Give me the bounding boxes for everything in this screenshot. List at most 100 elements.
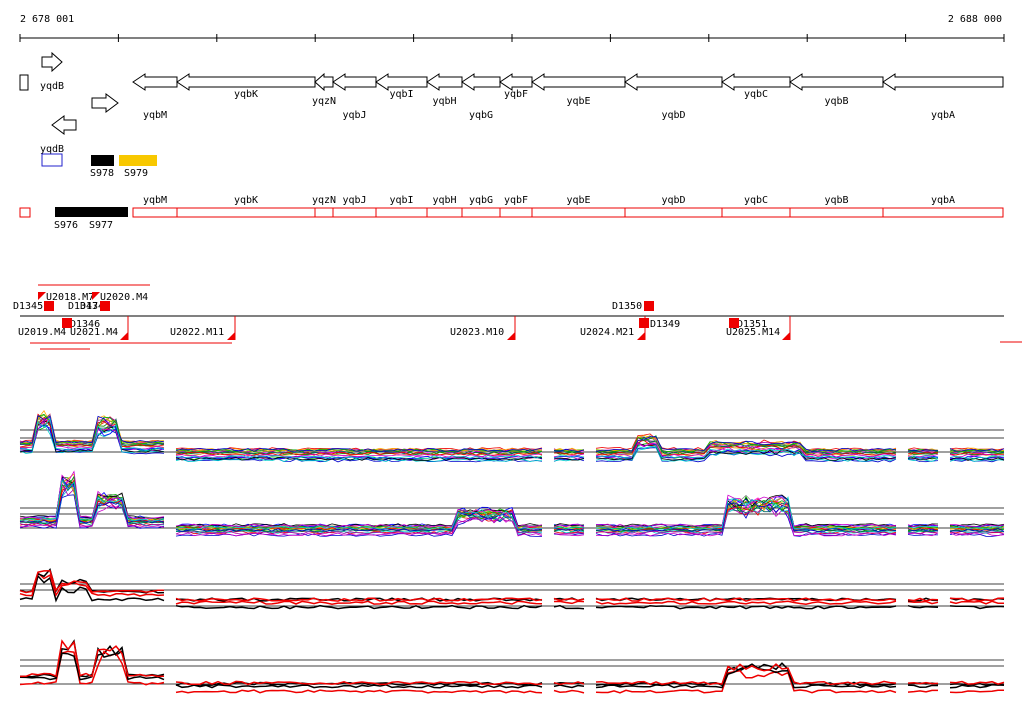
- segment-label: D1351: [737, 319, 767, 330]
- gene-label: yqbG: [469, 110, 493, 121]
- operon-box: [461, 207, 501, 218]
- gene-arrow: [461, 73, 501, 91]
- track-line: [19, 414, 1005, 453]
- operon-label: yqbF: [504, 195, 528, 206]
- operon-label: yqbK: [234, 195, 258, 206]
- gene-label: yqdB: [40, 81, 64, 92]
- operon-label: yqbB: [824, 195, 848, 206]
- feature: [91, 155, 114, 166]
- gene-label: yqbM: [143, 110, 167, 121]
- track-line: [19, 479, 1005, 531]
- segment-label: D1345: [13, 301, 43, 312]
- track-line: [19, 639, 1005, 686]
- feature-label: S976: [54, 220, 78, 231]
- operon-box: [789, 207, 884, 218]
- gene-arrow: [499, 73, 533, 91]
- ruler-ticks: [19, 34, 1005, 42]
- segment-flag: [120, 332, 128, 340]
- segment-box: [729, 318, 739, 328]
- operon-label: yqzN: [312, 195, 336, 206]
- gene-label: yqbK: [234, 89, 258, 100]
- expression-tracks: [19, 409, 1005, 694]
- segment-label: D1346: [70, 319, 100, 330]
- track-line: [19, 478, 1005, 531]
- operon-box: [375, 207, 428, 218]
- track-line: [19, 482, 1005, 535]
- gene-label: yqbE: [566, 96, 590, 107]
- gene-arrow: [624, 73, 723, 91]
- gene-arrow: [332, 73, 377, 91]
- feature-label: S979: [124, 168, 148, 179]
- gene-box: [19, 74, 29, 91]
- gene-label: yqbF: [504, 89, 528, 100]
- gene-arrow: [375, 73, 428, 91]
- segment-label: D1348: [80, 301, 110, 312]
- segment-label: U2018.M7: [46, 292, 94, 303]
- segment-flag: [507, 332, 515, 340]
- gene-label: yqbA: [931, 110, 955, 121]
- operon-label: yqbG: [469, 195, 493, 206]
- segment-label: D1350: [612, 301, 642, 312]
- operon-box: [531, 207, 626, 218]
- segment-box: [100, 301, 110, 311]
- gene-label: yqbJ: [342, 110, 366, 121]
- track-line: [19, 574, 1005, 610]
- segment-label: U2019.M4: [18, 327, 66, 338]
- operon-box: [426, 207, 463, 218]
- track-line: [19, 414, 1005, 453]
- segment-label: U2021.M4: [70, 327, 118, 338]
- operon-box: [721, 207, 791, 218]
- operon-label: yqbM: [143, 195, 167, 206]
- feature-label: S977: [89, 220, 113, 231]
- segment-label: U2022.M11: [170, 327, 224, 338]
- track-line: [19, 415, 1005, 452]
- segment-label: D1347: [68, 301, 98, 312]
- track-line: [19, 409, 1005, 452]
- track-line: [19, 413, 1005, 453]
- track-line: [19, 416, 1004, 456]
- track-line: [20, 639, 1005, 687]
- gene-arrow: [882, 73, 1004, 91]
- gene-arrow: [91, 93, 119, 113]
- gene-arrow: [41, 51, 63, 73]
- operon-label: yqbE: [566, 195, 590, 206]
- gene-arrow: [789, 73, 884, 91]
- track-line: [19, 477, 1005, 533]
- track-line: [19, 418, 1005, 455]
- track-line: [19, 476, 1005, 529]
- segment-flag: [227, 332, 235, 340]
- feature-label: S978: [90, 168, 114, 179]
- track-line: [19, 413, 1005, 454]
- feature: [119, 155, 157, 166]
- segment-label: U2023.M10: [450, 327, 504, 338]
- gene-label: yqzN: [312, 96, 336, 107]
- gene-label: yqbH: [432, 96, 456, 107]
- feature: [55, 207, 128, 217]
- gene-label: yqbB: [824, 96, 848, 107]
- track-line: [19, 650, 1005, 694]
- operon-label: yqbI: [389, 195, 413, 206]
- gene-arrow: [176, 73, 316, 91]
- segment-box: [639, 318, 649, 328]
- operon-box: [176, 207, 316, 218]
- operon-label: yqbD: [661, 195, 685, 206]
- track-line: [19, 475, 1005, 528]
- gene-box: [41, 153, 63, 167]
- segment-flag: [637, 332, 645, 340]
- gene-label: yqbD: [661, 110, 685, 121]
- track-line: [19, 470, 1005, 528]
- track-line: [19, 420, 1005, 461]
- gene-label: yqbI: [389, 89, 413, 100]
- gene-arrow: [314, 72, 334, 92]
- operon-label: yqbH: [432, 195, 456, 206]
- operon-label: yqbC: [744, 195, 768, 206]
- operon-box: [19, 207, 31, 218]
- operon-box: [132, 207, 178, 218]
- operon-box: [332, 207, 377, 218]
- gene-arrow: [132, 73, 178, 91]
- operon-box: [499, 207, 533, 218]
- segment-box: [644, 301, 654, 311]
- operon-label: yqbA: [931, 195, 955, 206]
